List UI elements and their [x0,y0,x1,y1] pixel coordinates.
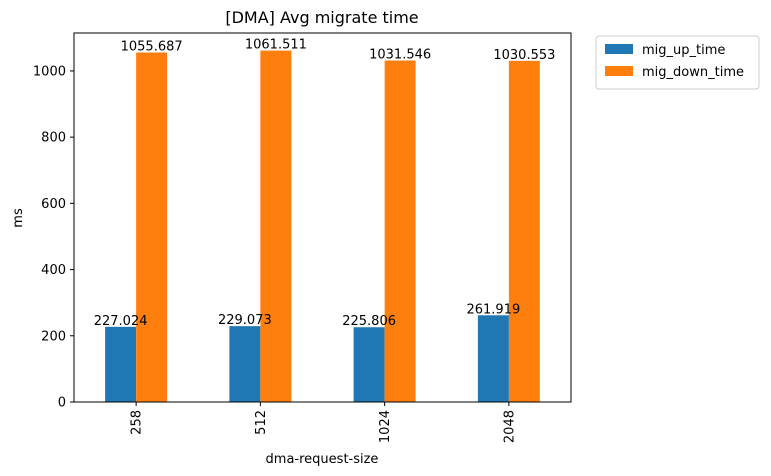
chart-title: [DMA] Avg migrate time [225,8,418,27]
bar-mig-down-time-1024 [384,60,416,402]
y-axis-label: ms [11,208,26,228]
bar-mig-up-time-2048 [477,315,509,402]
value-label-mig-up-time-258: 227.024 [94,314,148,329]
x-tick-label: 1024 [378,410,393,443]
bar-mig-down-time-2048 [508,60,540,402]
x-tick-label: 258 [130,410,145,435]
x-tick-label: 512 [254,410,269,435]
bar-mig-up-time-258 [105,326,137,402]
bars-group [105,50,540,403]
legend-label-mig-down-time: mig_down_time [642,65,744,80]
bar-mig-down-time-512 [260,50,292,402]
value-label-mig-up-time-1024: 225.806 [342,314,396,329]
legend-swatch-mig-up-time [605,44,633,54]
bar-mig-up-time-512 [229,326,261,402]
legend-frame [595,35,760,90]
value-label-mig-down-time-258: 1055.687 [121,40,183,55]
x-axis-label: dma-request-size [266,452,379,467]
value-label-mig-up-time-512: 229.073 [218,313,272,328]
bar-mig-down-time-258 [136,52,168,403]
value-label-mig-down-time-512: 1061.511 [245,38,307,53]
y-tick-label: 600 [41,197,66,212]
y-tick-label: 400 [41,263,66,278]
value-labels-group: 227.024 1055.687 229.073 1061.511 225.806 103… [94,38,556,330]
plot-frame [73,32,572,403]
y-tick-label: 0 [58,396,66,411]
y-tick-label: 800 [41,131,66,146]
y-tick-label: 200 [41,329,66,344]
y-tick-label: 1000 [33,64,66,79]
value-label-mig-up-time-2048: 261.919 [466,302,520,317]
bar-mig-up-time-1024 [353,327,385,402]
x-tick-label: 2048 [502,410,517,443]
value-label-mig-down-time-2048: 1030.553 [493,48,555,63]
legend: mig_up_time mig_down_time [595,35,760,90]
y-axis: 0 200 400 600 800 1000 [33,64,74,411]
x-axis: 258 512 1024 2048 [130,402,517,443]
value-label-mig-down-time-1024: 1031.546 [369,47,431,62]
legend-swatch-mig-down-time [605,66,633,76]
legend-label-mig-up-time: mig_up_time [642,43,725,58]
